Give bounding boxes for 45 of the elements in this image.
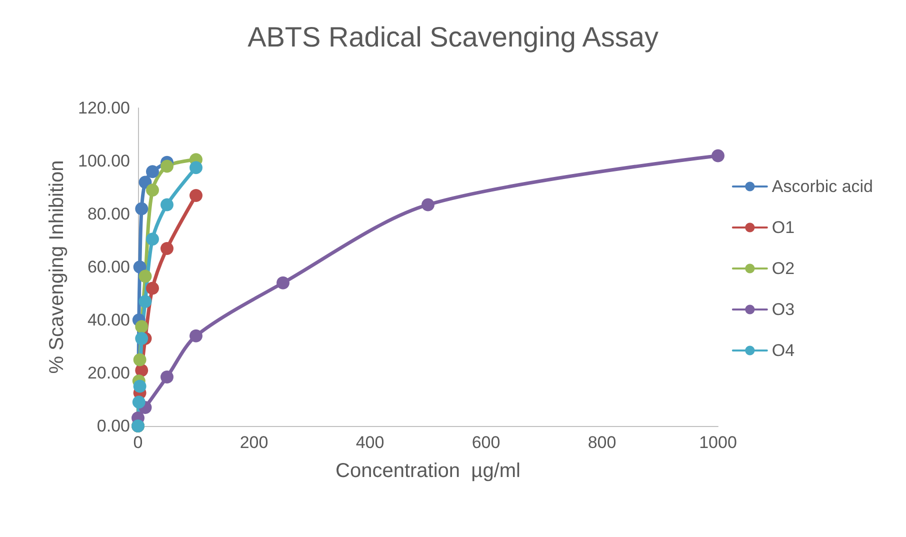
point — [133, 353, 146, 366]
point — [135, 202, 148, 216]
point — [160, 198, 174, 212]
legend-label: O3 — [772, 300, 795, 319]
legend-label: O1 — [772, 218, 795, 237]
x-tick-label: 600 — [472, 433, 500, 452]
y-tick-label: 40.00 — [87, 310, 130, 330]
point — [138, 294, 152, 308]
point — [133, 380, 146, 393]
legend-label: Ascorbic acid — [772, 177, 874, 196]
y-tick-label: 80.00 — [87, 204, 130, 224]
x-tick-label: 1000 — [699, 433, 737, 452]
point — [190, 161, 202, 174]
point — [190, 188, 202, 202]
point — [135, 332, 148, 346]
point — [146, 282, 159, 295]
point — [138, 176, 152, 189]
point — [712, 149, 724, 162]
x-tick-label: 200 — [240, 433, 268, 452]
point — [190, 329, 202, 342]
legend-label: O2 — [772, 259, 795, 278]
point — [146, 232, 159, 246]
point — [160, 242, 174, 255]
point — [146, 184, 159, 197]
point — [160, 160, 174, 173]
y-tick-label: 20.00 — [87, 364, 130, 382]
point — [135, 320, 148, 334]
point — [146, 165, 159, 178]
y-tick-label: 100.00 — [78, 152, 130, 170]
point — [133, 260, 146, 274]
x-axis-title: Concentration µg/ml — [336, 460, 520, 482]
x-tick-label: 800 — [588, 433, 616, 452]
x-tick-label: 0 — [133, 433, 143, 452]
point — [160, 370, 174, 384]
x-tick-label: 400 — [356, 433, 384, 452]
point — [422, 198, 434, 212]
point — [138, 270, 152, 283]
y-axis-title: % Scavenging Inhibition — [46, 160, 68, 374]
y-tick-label: 60.00 — [87, 258, 130, 276]
point — [276, 276, 290, 290]
point — [132, 396, 146, 409]
chart-title: ABTS Radical Scavenging Assay — [248, 22, 658, 52]
legend-label: O4 — [772, 341, 795, 360]
y-tick-label: 0.00 — [96, 416, 130, 436]
y-tick-label: 120.00 — [78, 98, 130, 118]
